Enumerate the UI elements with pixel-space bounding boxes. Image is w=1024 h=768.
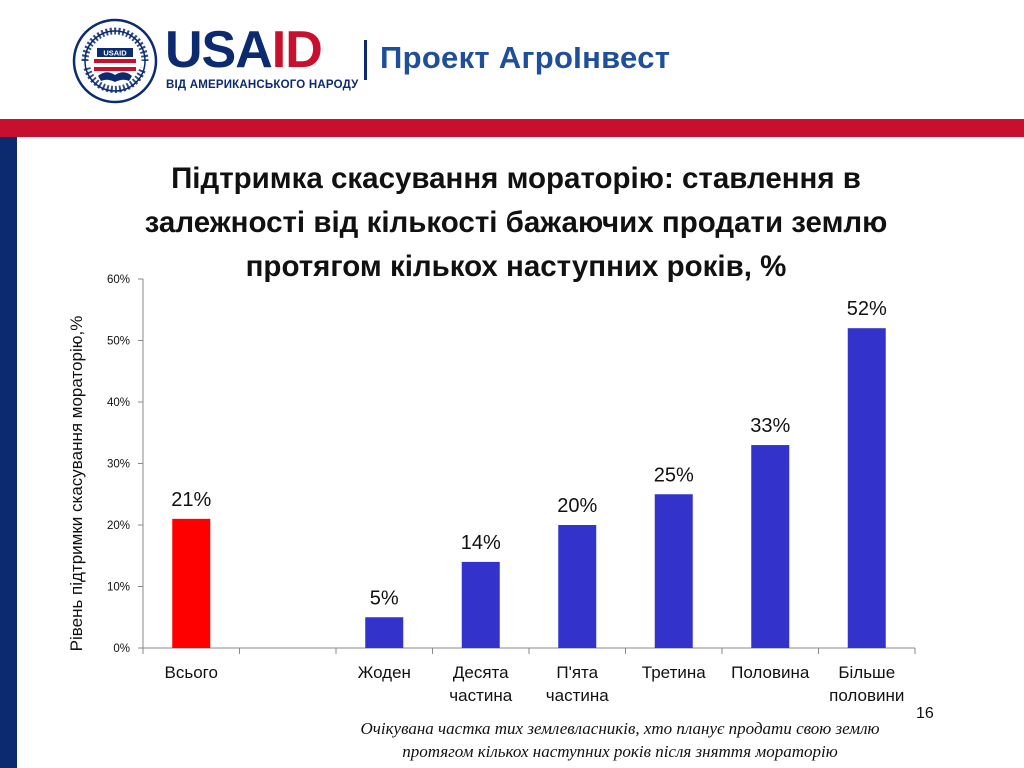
chart-footnote: Очікувана частка тих землевласників, хто…	[300, 717, 940, 763]
bar-value-label: 25%	[654, 464, 694, 486]
slide-title-line: залежності від кількості бажаючих продат…	[144, 206, 888, 239]
y-tick-label: 40%	[107, 397, 130, 409]
bar	[847, 328, 886, 648]
usaid-wordmark-part2: ID	[271, 21, 323, 79]
y-tick-label: 20%	[107, 520, 130, 532]
bar-value-label: 33%	[750, 415, 790, 437]
usaid-tagline: ВІД АМЕРИКАНСЬКОГО НАРОДУ	[166, 79, 359, 91]
bar-value-label: 21%	[171, 489, 211, 511]
header-red-band	[0, 119, 1024, 137]
header-divider	[364, 40, 367, 80]
x-category-label: Всього	[165, 663, 218, 682]
bar	[461, 561, 500, 648]
x-category-label: частина	[546, 686, 609, 705]
slide-title-line: протягом кількох наступних років, %	[245, 250, 787, 283]
y-axis-title: Рівень підтримки скасування мораторію,%	[67, 316, 86, 652]
bar	[558, 525, 597, 648]
project-name: Проект АгроІнвест	[380, 40, 671, 75]
bar-value-label: 52%	[847, 298, 887, 320]
y-tick-label: 30%	[107, 459, 130, 471]
x-category-label: Половина	[731, 663, 810, 682]
y-tick-label: 0%	[113, 643, 130, 655]
x-category-label: Третина	[642, 663, 706, 682]
footnote-line: Очікувана частка тих землевласників, хто…	[360, 719, 880, 738]
bar-value-label: 20%	[557, 495, 597, 517]
usaid-wordmark-part1: USA	[165, 21, 273, 79]
usaid-seal-logo: USAID	[72, 18, 158, 104]
x-category-label: П'ята	[556, 663, 598, 682]
y-tick-label: 10%	[107, 582, 130, 594]
usaid-wordmark: USAID	[165, 21, 323, 79]
y-tick-label: 60%	[107, 274, 130, 286]
bar-value-label: 14%	[461, 532, 501, 554]
page-number: 16	[916, 705, 934, 722]
svg-text:USAID: USAID	[103, 49, 127, 58]
slide-title-line: Підтримка скасування мораторію: ставленн…	[171, 162, 861, 195]
bar	[654, 494, 693, 648]
bar	[751, 445, 790, 648]
x-category-label: половини	[829, 686, 904, 705]
y-tick-label: 50%	[107, 336, 130, 348]
left-blue-strip	[0, 137, 17, 768]
slide-title: Підтримка скасування мораторію: ставленн…	[60, 157, 972, 289]
bar-value-label: 5%	[370, 587, 399, 609]
bar	[172, 518, 211, 648]
x-category-label: Жоден	[358, 663, 411, 682]
x-category-label: частина	[449, 686, 512, 705]
x-category-label: Десята	[453, 663, 509, 682]
x-category-label: Більше	[838, 663, 895, 682]
bar	[365, 617, 404, 648]
footnote-line: протягом кількох наступних років після з…	[402, 742, 838, 761]
